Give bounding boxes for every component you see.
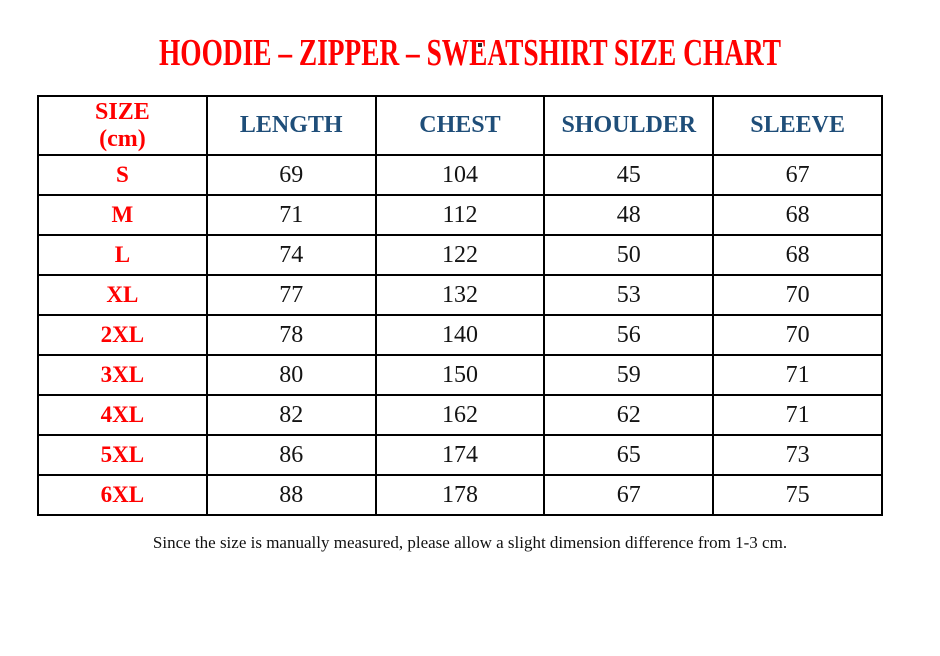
shoulder-value: 56	[543, 314, 715, 356]
shoulder-value: 65	[543, 434, 715, 476]
table-row: 2XL 78 140 56 70	[37, 314, 883, 356]
size-label: 2XL	[37, 314, 208, 356]
size-label: 3XL	[37, 354, 208, 396]
chest-value: 140	[374, 314, 546, 356]
shoulder-value: 48	[543, 194, 715, 236]
size-label: M	[37, 194, 208, 236]
col-header-size-line1: SIZE	[95, 99, 150, 126]
sleeve-value: 73	[712, 434, 883, 476]
chest-value: 122	[374, 234, 546, 276]
table-row: M 71 112 48 68	[37, 194, 883, 236]
sleeve-value: 70	[712, 314, 883, 356]
chest-value: 162	[374, 394, 546, 436]
chest-value: 150	[374, 354, 546, 396]
shoulder-value: 67	[543, 474, 715, 516]
table-row: 6XL 88 178 67 75	[37, 474, 883, 516]
col-header-size-line2: (cm)	[99, 125, 146, 152]
chest-value: 178	[374, 474, 546, 516]
shoulder-value: 62	[543, 394, 715, 436]
shoulder-value: 45	[543, 154, 715, 196]
sleeve-value: 71	[712, 394, 883, 436]
length-value: 71	[205, 194, 377, 236]
sleeve-value: 68	[712, 194, 883, 236]
col-header-chest: CHEST	[374, 95, 546, 156]
table-row: 3XL 80 150 59 71	[37, 354, 883, 396]
chest-value: 174	[374, 434, 546, 476]
length-value: 78	[205, 314, 377, 356]
length-value: 82	[205, 394, 377, 436]
sleeve-value: 75	[712, 474, 883, 516]
length-value: 80	[205, 354, 377, 396]
shoulder-value: 50	[543, 234, 715, 276]
sleeve-value: 67	[712, 154, 883, 196]
length-value: 86	[205, 434, 377, 476]
size-chart-table: SIZE (cm) LENGTH CHEST SHOULDER SLEEVE S …	[37, 95, 883, 516]
table-header-row: SIZE (cm) LENGTH CHEST SHOULDER SLEEVE	[37, 95, 883, 156]
length-value: 74	[205, 234, 377, 276]
sleeve-value: 68	[712, 234, 883, 276]
table-row: L 74 122 50 68	[37, 234, 883, 276]
size-chart-page: { "colors": { "title_red": "#ff0000", "h…	[0, 33, 940, 656]
size-label: 4XL	[37, 394, 208, 436]
chest-value: 132	[374, 274, 546, 316]
col-header-size: SIZE (cm)	[37, 95, 208, 156]
size-label: XL	[37, 274, 208, 316]
table-row: 4XL 82 162 62 71	[37, 394, 883, 436]
chest-value: 104	[374, 154, 546, 196]
chest-value: 112	[374, 194, 546, 236]
length-value: 69	[205, 154, 377, 196]
shoulder-value: 59	[543, 354, 715, 396]
length-value: 88	[205, 474, 377, 516]
stray-mark	[478, 43, 482, 47]
sleeve-value: 70	[712, 274, 883, 316]
page-title: HOODIE – ZIPPER – SWEATSHIRT SIZE CHART	[159, 32, 781, 74]
col-header-length: LENGTH	[205, 95, 377, 156]
size-label: 6XL	[37, 474, 208, 516]
size-label: L	[37, 234, 208, 276]
sleeve-value: 71	[712, 354, 883, 396]
shoulder-value: 53	[543, 274, 715, 316]
table-row: S 69 104 45 67	[37, 154, 883, 196]
col-header-shoulder: SHOULDER	[543, 95, 715, 156]
table-row: 5XL 86 174 65 73	[37, 434, 883, 476]
col-header-sleeve: SLEEVE	[712, 95, 883, 156]
size-label: S	[37, 154, 208, 196]
footnote: Since the size is manually measured, ple…	[152, 533, 788, 552]
length-value: 77	[205, 274, 377, 316]
table-row: XL 77 132 53 70	[37, 274, 883, 316]
size-label: 5XL	[37, 434, 208, 476]
